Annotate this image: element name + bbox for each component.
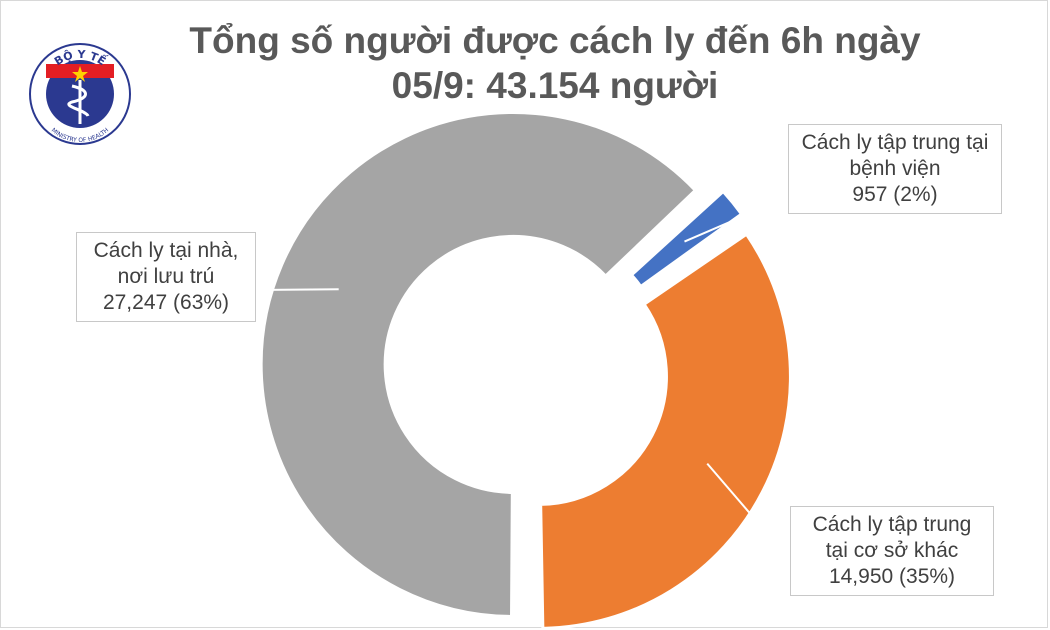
callout-other-facility-label-2: tại cơ sở khác [825, 539, 959, 562]
donut-slice-hospital [629, 189, 744, 289]
donut-slice-home [259, 111, 698, 618]
callout-other-facility-value: 14,950 (35%) [828, 565, 956, 588]
svg-text:BỘ Y TẾ: BỘ Y TẾ [52, 48, 109, 69]
donut-slice-other-facility [539, 232, 792, 630]
callout-home-label-2: nơi lưu trú [117, 265, 215, 288]
callout-hospital-label-2: bệnh viện [849, 157, 941, 180]
logo-star-icon [72, 66, 88, 82]
callout-hospital-label-1: Cách ly tập trung tại [801, 131, 989, 154]
callout-home-value: 27,247 (63%) [102, 291, 230, 314]
ministry-of-health-logo: BỘ Y TẾ MINISTRY OF HEALTH [22, 42, 138, 151]
leader-line-other-facility [706, 462, 791, 561]
callout-other-facility-label-1: Cách ly tập trung [812, 513, 972, 536]
chart-title-line-1: Tổng số người được cách ly đến 6h ngày [189, 20, 921, 61]
callout-home: Cách ly tại nhà, nơi lưu trú 27,247 (63%… [76, 232, 256, 322]
callout-home-label-1: Cách ly tại nhà, [93, 239, 239, 262]
leader-line-hospital [684, 195, 791, 243]
callout-other-facility: Cách ly tập trung tại cơ sở khác 14,950 … [790, 506, 994, 596]
logo-snake-icon [67, 84, 90, 117]
callout-hospital-value: 957 (2%) [852, 183, 938, 206]
leader-line-home [255, 288, 339, 291]
logo-top-text: BỘ Y TẾ [52, 48, 109, 69]
chart-title-line-2: 05/9: 43.154 người [391, 65, 719, 106]
callout-hospital: Cách ly tập trung tại bệnh viện 957 (2%) [788, 124, 1002, 214]
chart-title: Tổng số người được cách ly đến 6h ngày 0… [120, 18, 990, 108]
